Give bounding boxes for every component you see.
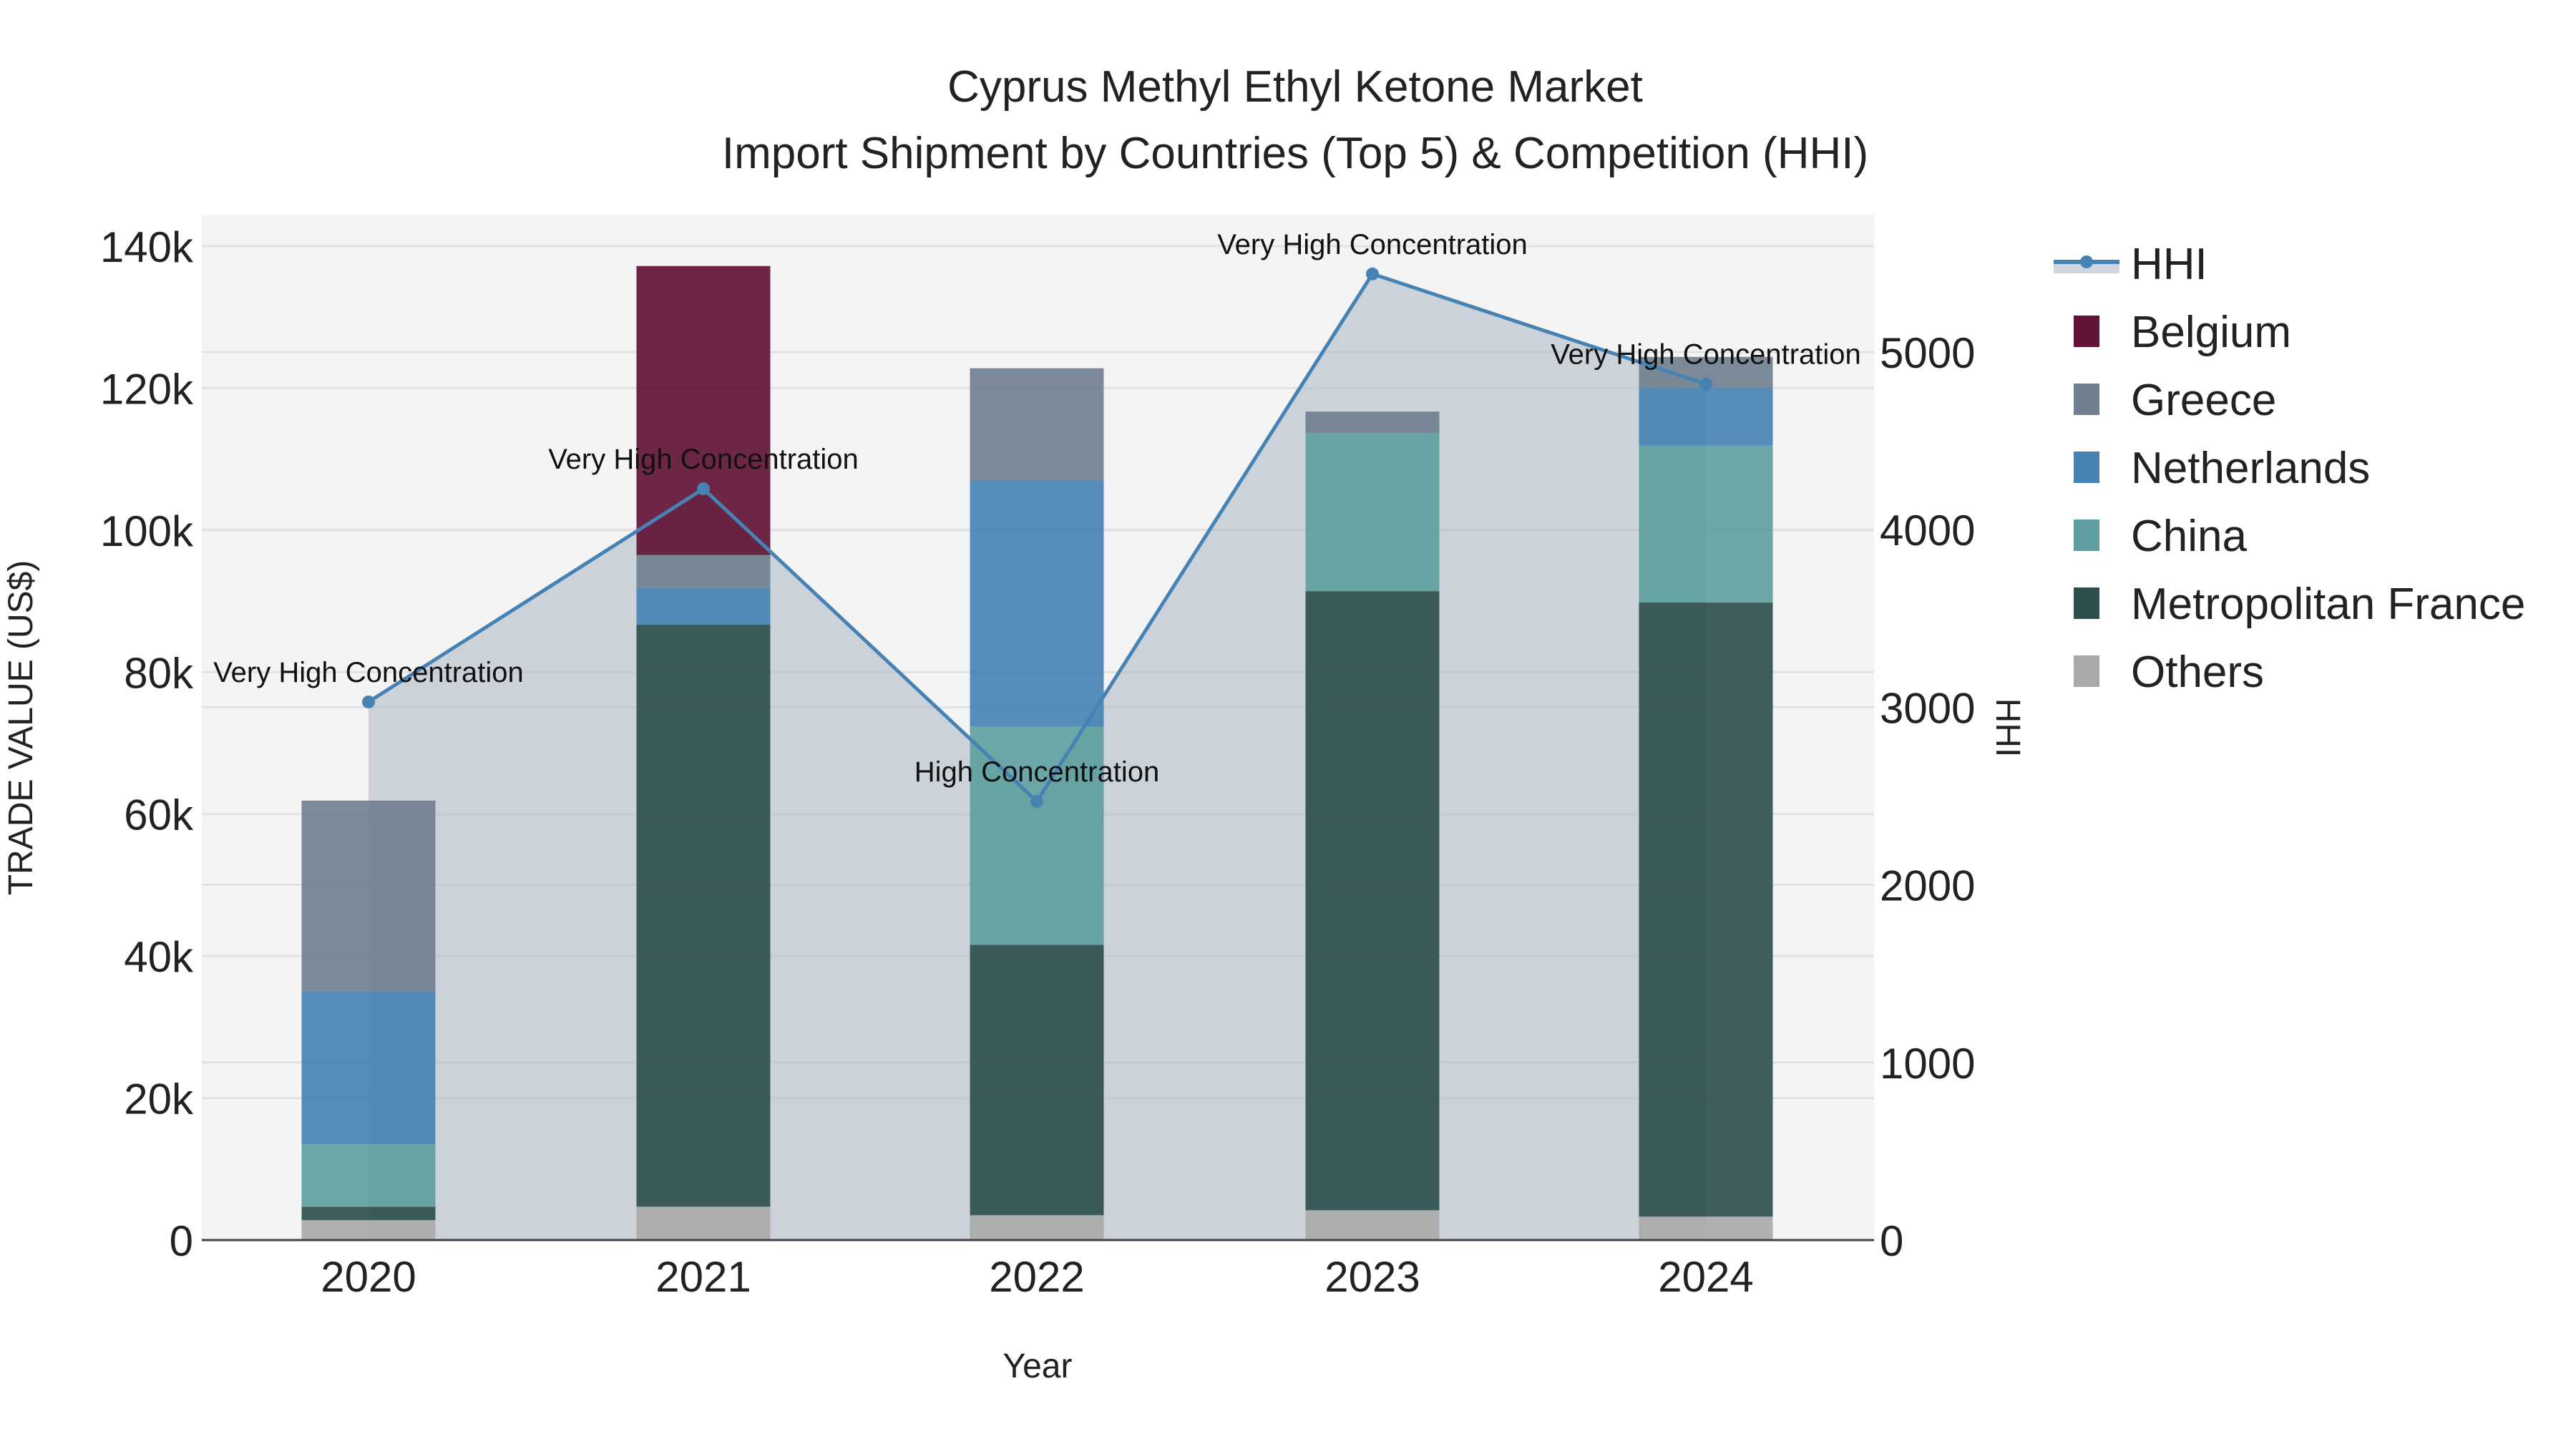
- bar-segment-metropolitan-france[interactable]: [1305, 591, 1440, 1211]
- y-right-tick-label: 4000: [1880, 507, 1975, 555]
- hhi-annotations: Very High Concentration Very High Concent…: [213, 229, 1861, 788]
- legend-item-china[interactable]: China: [2074, 512, 2248, 561]
- bar-segment-others[interactable]: [970, 1215, 1104, 1240]
- bar-segment-metropolitan-france[interactable]: [1639, 602, 1773, 1217]
- hhi-marker[interactable]: [697, 482, 710, 496]
- bar-stack-2021[interactable]: [636, 265, 771, 1240]
- y-left-tick-label: 0: [170, 1217, 193, 1265]
- y-left-tick-label: 120k: [100, 365, 194, 413]
- hhi-annotation: High Concentration: [914, 756, 1159, 788]
- bar-segment-others[interactable]: [301, 1220, 436, 1240]
- bar-segment-belgium[interactable]: [636, 265, 771, 555]
- legend-label: Greece: [2131, 376, 2276, 425]
- y-right-tick-label: 1000: [1880, 1040, 1975, 1088]
- x-tick-label: 2024: [1658, 1253, 1753, 1301]
- hhi-marker[interactable]: [1699, 377, 1712, 391]
- stacked-bars: [301, 265, 1773, 1240]
- legend-item-netherlands[interactable]: Netherlands: [2074, 444, 2370, 493]
- legend-swatch-icon: [2074, 519, 2099, 551]
- bar-stack-2024[interactable]: [1639, 356, 1773, 1240]
- y-left-tick-label: 100k: [100, 507, 194, 555]
- hhi-annotation: Very High Concentration: [548, 444, 859, 475]
- x-tick-label: 2020: [321, 1253, 416, 1301]
- y-left-tick-label: 40k: [124, 933, 194, 981]
- bar-stack-2020[interactable]: [301, 800, 436, 1240]
- legend-label: HHI: [2131, 240, 2207, 289]
- legend-item-metropolitan-france[interactable]: Metropolitan France: [2074, 580, 2525, 629]
- legend-swatch-icon: [2074, 384, 2099, 415]
- bar-segment-china[interactable]: [1639, 445, 1773, 603]
- y-right-tick-label: 5000: [1880, 329, 1975, 377]
- bar-segment-greece[interactable]: [1305, 411, 1440, 433]
- y-axis-left-title: TRADE VALUE (US$): [2, 560, 40, 896]
- legend-swatch-icon: [2074, 316, 2099, 347]
- bar-segment-netherlands[interactable]: [970, 480, 1104, 727]
- hhi-marker[interactable]: [1366, 267, 1379, 280]
- legend-label: Metropolitan France: [2131, 580, 2525, 629]
- y-left-tick-label: 60k: [124, 791, 194, 839]
- bar-segment-greece[interactable]: [636, 555, 771, 588]
- legend-marker-icon: [2080, 255, 2093, 268]
- hhi-annotation: Very High Concentration: [1217, 229, 1528, 260]
- legend-item-greece[interactable]: Greece: [2074, 376, 2276, 425]
- bar-segment-netherlands[interactable]: [636, 587, 771, 625]
- hhi-marker[interactable]: [362, 695, 375, 708]
- legend-label: Belgium: [2131, 308, 2291, 357]
- bar-segment-others[interactable]: [636, 1206, 771, 1240]
- hhi-annotation: Very High Concentration: [1551, 339, 1861, 371]
- y-left-tick-label: 140k: [100, 223, 194, 271]
- chart-title-line1: Cyprus Methyl Ethyl Ketone Market: [947, 62, 1643, 112]
- y-axis-left-ticks: 0 20k 40k 60k 80k 100k 120k 140k: [100, 223, 194, 1265]
- bar-segment-metropolitan-france[interactable]: [970, 945, 1104, 1216]
- legend: HHI Belgium Greece Netherlands China Metropol…: [2054, 240, 2525, 697]
- x-axis-ticks: 2020 2021 2022 2023 2024: [321, 1253, 1753, 1301]
- bar-segment-others[interactable]: [1305, 1210, 1440, 1240]
- bar-segment-metropolitan-france[interactable]: [636, 624, 771, 1207]
- y-right-tick-label: 0: [1880, 1217, 1903, 1265]
- bar-stack-2023[interactable]: [1305, 411, 1440, 1240]
- bar-segment-greece[interactable]: [301, 800, 436, 991]
- legend-item-belgium[interactable]: Belgium: [2074, 308, 2291, 357]
- bar-segment-others[interactable]: [1639, 1216, 1773, 1240]
- x-tick-label: 2021: [655, 1253, 751, 1301]
- bar-segment-greece[interactable]: [970, 368, 1104, 481]
- hhi-marker[interactable]: [1030, 794, 1043, 808]
- legend-swatch-icon: [2074, 587, 2099, 619]
- legend-swatch-icon: [2074, 452, 2099, 483]
- bar-segment-metropolitan-france[interactable]: [301, 1206, 436, 1221]
- bar-segment-netherlands[interactable]: [301, 990, 436, 1145]
- y-right-tick-label: 3000: [1880, 684, 1975, 732]
- hhi-annotation: Very High Concentration: [213, 657, 524, 688]
- x-tick-label: 2023: [1324, 1253, 1420, 1301]
- y-axis-right-ticks: 0 1000 2000 3000 4000 5000: [1880, 329, 1975, 1265]
- legend-label: China: [2131, 512, 2248, 561]
- legend-item-others[interactable]: Others: [2074, 648, 2264, 697]
- hhi-line: [362, 267, 1712, 808]
- legend-label: Others: [2131, 648, 2264, 697]
- legend-swatch-icon: [2074, 655, 2099, 687]
- bar-segment-china[interactable]: [1305, 432, 1440, 592]
- x-axis-title: Year: [1003, 1347, 1073, 1385]
- bar-stack-2022[interactable]: [970, 368, 1104, 1240]
- y-axis-right-title: HHI: [1989, 698, 2026, 758]
- legend-item-hhi[interactable]: HHI: [2054, 240, 2207, 289]
- y-left-tick-label: 20k: [124, 1075, 194, 1123]
- bar-segment-netherlands[interactable]: [1639, 388, 1773, 446]
- legend-label: Netherlands: [2131, 444, 2370, 493]
- x-tick-label: 2022: [989, 1253, 1084, 1301]
- bar-segment-china[interactable]: [301, 1144, 436, 1207]
- chart-title-line2: Import Shipment by Countries (Top 5) & C…: [722, 129, 1868, 178]
- bar-segment-china[interactable]: [970, 726, 1104, 945]
- y-right-tick-label: 2000: [1880, 862, 1975, 910]
- y-left-tick-label: 80k: [124, 649, 194, 697]
